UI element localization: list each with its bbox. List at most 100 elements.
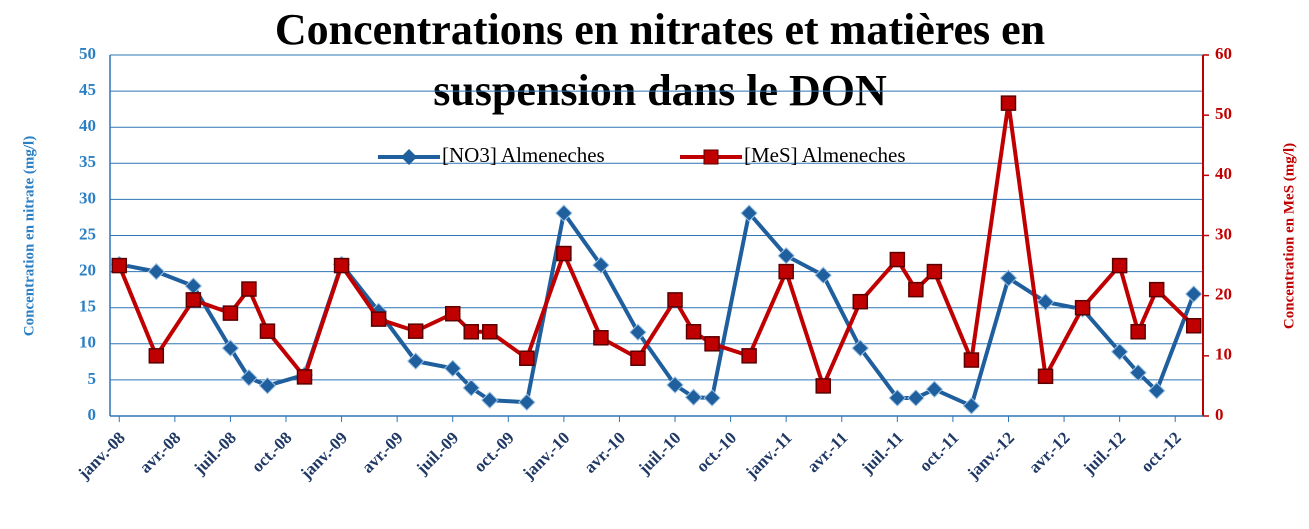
y2-tick-label: 40 <box>1215 164 1232 183</box>
x-tick-label: juil.-12 <box>1079 428 1130 479</box>
x-tick-label: avr.-10 <box>580 428 629 477</box>
x-tick-label: oct.-09 <box>470 428 518 476</box>
marker <box>1000 95 1017 111</box>
marker <box>259 323 276 339</box>
y2-axis-title: Concentration en MeS (mg/l) <box>1281 143 1297 329</box>
x-tick-label: oct.-12 <box>1137 428 1185 476</box>
marker <box>778 263 794 280</box>
marker <box>888 389 907 407</box>
x-tick-label: janv.-09 <box>296 428 351 483</box>
marker <box>222 305 239 321</box>
chart-title: Concentrations en nitrates et matières e… <box>275 5 1045 54</box>
y-tick-label: 5 <box>88 369 97 388</box>
x-tick-label: avr.-09 <box>358 428 407 477</box>
x-tick-label: avr.-11 <box>803 428 851 476</box>
x-tick-label: avr.-08 <box>136 428 185 477</box>
marker <box>444 305 461 322</box>
legend-marker <box>401 149 417 165</box>
marker <box>556 245 572 262</box>
marker <box>999 269 1018 287</box>
marker <box>667 292 683 308</box>
marker <box>907 389 925 407</box>
y-tick-label: 50 <box>79 44 96 63</box>
x-tick-label: oct.-10 <box>692 428 740 476</box>
marker <box>741 348 757 364</box>
marker <box>1074 299 1091 316</box>
y-axis-title: Concentration en nitrate (mg/l) <box>21 136 37 336</box>
marker <box>1148 281 1165 298</box>
marker <box>814 266 832 284</box>
marker <box>482 324 498 340</box>
x-tick-label: oct.-08 <box>248 428 296 476</box>
chart-title: suspension dans le DON <box>433 66 887 115</box>
x-tick-label: juil.-11 <box>857 428 907 478</box>
marker <box>444 359 462 378</box>
marker <box>148 348 165 364</box>
marker <box>777 247 795 265</box>
x-tick-label: janv.-10 <box>518 428 573 483</box>
marker <box>1147 382 1166 400</box>
marker <box>240 369 258 387</box>
marker <box>908 281 924 298</box>
marker <box>1129 363 1147 382</box>
marker <box>555 204 573 222</box>
marker <box>333 257 350 274</box>
y2-tick-label: 30 <box>1215 224 1232 243</box>
marker <box>593 330 609 346</box>
x-tick-label: juil.-08 <box>189 428 240 479</box>
marker <box>685 324 702 340</box>
marker <box>925 380 944 398</box>
marker <box>407 323 424 339</box>
y2-tick-label: 50 <box>1215 104 1232 123</box>
y-tick-label: 45 <box>79 80 96 99</box>
marker <box>406 352 425 370</box>
y-tick-label: 30 <box>79 188 96 207</box>
marker <box>740 204 758 222</box>
marker <box>1185 318 1202 334</box>
marker <box>592 256 610 274</box>
series-line <box>118 208 1196 409</box>
marker <box>370 311 387 327</box>
y-tick-label: 10 <box>79 333 96 352</box>
legend-label: [MeS] Almeneches <box>744 143 906 167</box>
marker <box>518 393 536 411</box>
marker <box>1036 293 1055 311</box>
y2-tick-label: 10 <box>1215 345 1232 364</box>
marker <box>1130 324 1146 340</box>
marker <box>963 352 980 368</box>
marker <box>1111 257 1128 274</box>
marker <box>703 389 721 407</box>
marker <box>258 376 277 395</box>
marker <box>111 257 128 274</box>
y-tick-label: 25 <box>79 224 96 243</box>
x-tick-label: juil.-10 <box>634 428 685 479</box>
marker <box>926 263 943 280</box>
x-tick-label: avr.-12 <box>1025 428 1074 477</box>
marker <box>630 350 646 366</box>
marker <box>519 350 535 366</box>
x-tick-label: janv.-12 <box>963 428 1018 483</box>
y-tick-label: 20 <box>79 261 96 280</box>
marker <box>629 323 647 341</box>
marker <box>481 391 499 409</box>
marker <box>889 251 906 268</box>
marker <box>704 336 720 352</box>
marker <box>1185 285 1203 303</box>
marker <box>296 369 313 385</box>
marker <box>1037 368 1054 385</box>
y2-tick-label: 20 <box>1215 285 1232 304</box>
legend-marker <box>703 149 719 165</box>
y-tick-label: 35 <box>79 152 96 171</box>
x-tick-label: oct.-11 <box>915 428 962 475</box>
x-tick-label: janv.-08 <box>74 428 129 483</box>
marker <box>462 379 480 397</box>
marker <box>221 339 240 357</box>
marker <box>684 388 703 406</box>
x-tick-label: juil.-09 <box>412 428 463 479</box>
marker <box>241 281 257 297</box>
marker <box>1110 343 1129 361</box>
x-tick-label: janv.-11 <box>741 428 796 483</box>
y-tick-label: 0 <box>88 405 97 424</box>
marker <box>852 293 869 310</box>
